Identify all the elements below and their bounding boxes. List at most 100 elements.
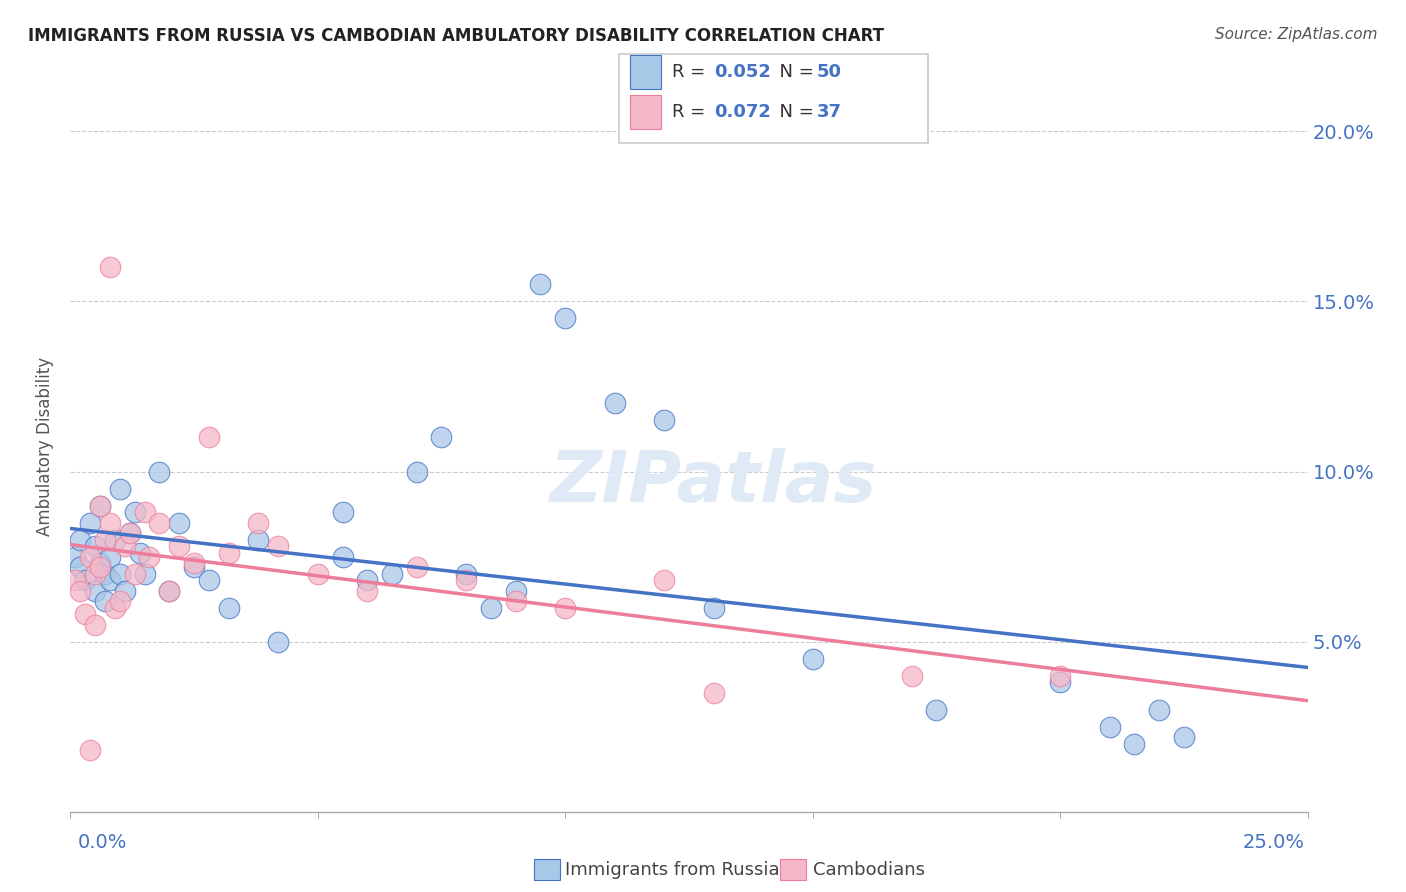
Point: [118, 525, 141, 540]
Point: [98, 574, 121, 588]
Point: [381, 566, 404, 581]
Point: [167, 516, 190, 530]
Point: [1098, 720, 1121, 734]
Text: 0.072: 0.072: [714, 103, 770, 121]
Point: [98, 549, 121, 564]
Point: [69, 533, 91, 547]
Text: R =: R =: [672, 63, 711, 81]
Point: [505, 583, 527, 598]
Text: R =: R =: [672, 103, 711, 121]
Point: [554, 600, 576, 615]
Point: [900, 668, 922, 682]
Point: [89, 557, 111, 571]
Point: [108, 482, 131, 496]
Text: 25.0%: 25.0%: [1243, 833, 1305, 853]
Point: [75, 574, 97, 588]
Point: [108, 566, 131, 581]
Point: [456, 566, 478, 581]
Point: [356, 583, 378, 598]
Point: [307, 566, 329, 581]
Point: [198, 574, 221, 588]
Point: [479, 600, 502, 615]
Point: [167, 540, 190, 554]
Point: [198, 430, 221, 444]
Point: [118, 525, 141, 540]
Text: 37: 37: [817, 103, 842, 121]
Point: [801, 651, 824, 665]
Point: [94, 533, 117, 547]
Point: [134, 566, 156, 581]
Text: 0.052: 0.052: [714, 63, 770, 81]
Point: [124, 505, 146, 519]
Point: [505, 594, 527, 608]
Point: [79, 549, 101, 564]
Text: 0.0%: 0.0%: [77, 833, 127, 853]
Text: ZIPatlas: ZIPatlas: [550, 448, 877, 517]
Point: [157, 583, 180, 598]
Point: [183, 559, 205, 574]
Point: [925, 703, 948, 717]
Point: [529, 277, 551, 292]
Point: [267, 540, 290, 554]
Y-axis label: Ambulatory Disability: Ambulatory Disability: [37, 357, 55, 535]
Point: [128, 546, 150, 560]
Point: [89, 499, 111, 513]
Text: Cambodians: Cambodians: [813, 861, 925, 879]
Text: N =: N =: [768, 63, 820, 81]
Point: [65, 574, 87, 588]
Text: IMMIGRANTS FROM RUSSIA VS CAMBODIAN AMBULATORY DISABILITY CORRELATION CHART: IMMIGRANTS FROM RUSSIA VS CAMBODIAN AMBU…: [28, 27, 884, 45]
Point: [98, 260, 121, 275]
Point: [456, 574, 478, 588]
Point: [652, 413, 675, 427]
Point: [157, 583, 180, 598]
Point: [84, 617, 107, 632]
Point: [84, 566, 107, 581]
Point: [356, 574, 378, 588]
Text: Source: ZipAtlas.com: Source: ZipAtlas.com: [1215, 27, 1378, 42]
Point: [94, 566, 117, 581]
Text: N =: N =: [768, 103, 820, 121]
Point: [218, 600, 240, 615]
Point: [114, 540, 136, 554]
Point: [247, 516, 270, 530]
Point: [65, 549, 87, 564]
Point: [332, 549, 354, 564]
Point: [138, 549, 160, 564]
Point: [79, 516, 101, 530]
Point: [1147, 703, 1170, 717]
Point: [104, 533, 127, 547]
Point: [148, 516, 170, 530]
Point: [89, 499, 111, 513]
Point: [84, 583, 107, 598]
Point: [554, 311, 576, 326]
Point: [1123, 737, 1146, 751]
Point: [79, 743, 101, 757]
Point: [108, 594, 131, 608]
Point: [405, 559, 427, 574]
Point: [430, 430, 453, 444]
Point: [134, 505, 156, 519]
Point: [94, 594, 117, 608]
Point: [603, 396, 626, 410]
Text: Immigrants from Russia: Immigrants from Russia: [565, 861, 780, 879]
Point: [1173, 730, 1195, 744]
Point: [75, 607, 97, 622]
Point: [148, 465, 170, 479]
Point: [89, 559, 111, 574]
Point: [124, 566, 146, 581]
Point: [1049, 668, 1071, 682]
Point: [69, 583, 91, 598]
Point: [183, 557, 205, 571]
Point: [84, 540, 107, 554]
Point: [69, 559, 91, 574]
Point: [703, 686, 725, 700]
Point: [218, 546, 240, 560]
Point: [114, 583, 136, 598]
Point: [405, 465, 427, 479]
Point: [1049, 675, 1071, 690]
Point: [98, 516, 121, 530]
Point: [703, 600, 725, 615]
Point: [104, 600, 127, 615]
Text: 50: 50: [817, 63, 842, 81]
Point: [247, 533, 270, 547]
